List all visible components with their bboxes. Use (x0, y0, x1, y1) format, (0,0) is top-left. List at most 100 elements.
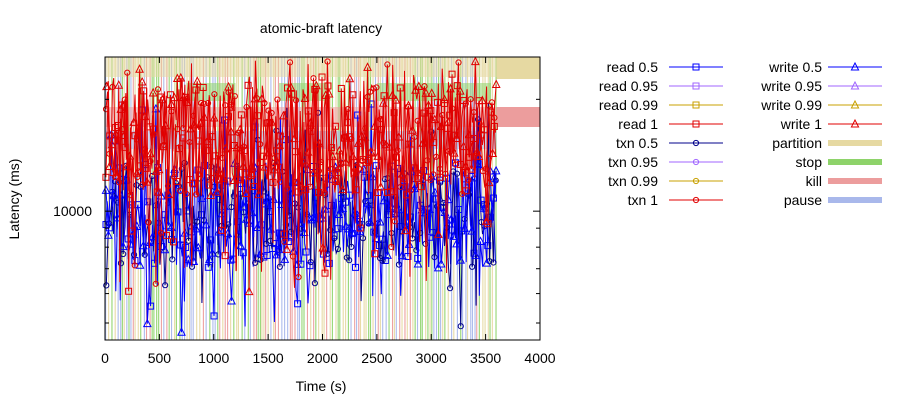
series-point (385, 141, 394, 151)
legend-entry-write-1: write 1 (780, 116, 882, 132)
series-point (263, 251, 271, 259)
series-point (262, 193, 272, 203)
series-point (449, 147, 459, 157)
series-point (118, 241, 128, 251)
series-point (318, 242, 328, 252)
series-point (341, 221, 351, 230)
series-point (307, 258, 314, 266)
series-point (164, 189, 173, 199)
legend-label: read 0.99 (599, 97, 658, 113)
series-point (274, 96, 281, 103)
series-point (272, 249, 281, 259)
series-point (282, 221, 289, 228)
series-point (229, 175, 239, 185)
series-point (199, 83, 207, 91)
series-point (289, 133, 299, 143)
series-point (284, 185, 291, 192)
series-point (310, 75, 317, 82)
series-point (362, 198, 372, 207)
series-point (460, 223, 470, 232)
series-point (235, 124, 245, 134)
series-point (360, 132, 370, 141)
legend-point (692, 196, 700, 204)
series-point (241, 214, 251, 223)
series-point (169, 256, 176, 263)
series-point (147, 302, 155, 310)
series-point (378, 98, 388, 107)
series-point (214, 176, 222, 184)
series-point (145, 237, 155, 246)
series-point (119, 130, 129, 139)
series-point (148, 87, 158, 97)
series-point (334, 245, 341, 253)
series-point (391, 95, 401, 104)
series-point (473, 159, 483, 169)
legend-point (692, 63, 700, 71)
series-point (252, 259, 259, 266)
series-point (124, 69, 131, 76)
series-point (370, 85, 377, 92)
series-point (453, 170, 461, 177)
series-point (430, 171, 437, 178)
series-point (240, 143, 247, 150)
series-point (177, 187, 184, 195)
series-point (162, 231, 170, 239)
series-point (347, 227, 357, 236)
series-point (179, 92, 188, 101)
y-tick-label: 10000 (53, 203, 92, 219)
series-point (109, 83, 116, 91)
legend-entry-read-1: read 1 (618, 116, 723, 132)
legend-point (850, 61, 860, 71)
series-point (158, 94, 167, 104)
series-point (197, 193, 207, 202)
legend-entry-txn-0-99: txn 0.99 (608, 173, 723, 189)
series-point (201, 219, 211, 229)
series-point (348, 243, 355, 250)
series-layer (101, 56, 501, 336)
series-point (452, 161, 459, 168)
series-point (289, 253, 297, 260)
series-point (109, 189, 119, 199)
series-point (161, 120, 170, 130)
series-point (182, 97, 192, 106)
series-point (383, 250, 392, 259)
series-point (381, 139, 391, 149)
x-tick-label: 1500 (253, 350, 284, 366)
series-line (105, 61, 496, 288)
series-point (421, 88, 431, 97)
series-point (373, 84, 380, 91)
series-point (467, 226, 477, 235)
series-point (207, 236, 215, 244)
series-point (300, 93, 310, 103)
series-point (214, 226, 224, 236)
legend: read 0.5 read 0.95 read 0.99 read 1 txn 0.5 t… (599, 59, 882, 208)
series-point (247, 168, 257, 178)
x-tick-label: 2000 (307, 350, 338, 366)
series-point (190, 112, 197, 119)
legend-point (850, 99, 860, 109)
series-point (260, 162, 270, 171)
legend-label: txn 0.5 (616, 135, 658, 151)
series-point (204, 100, 212, 107)
series-point (443, 116, 453, 126)
series-point (256, 248, 265, 258)
series-point (193, 191, 200, 198)
series-point (244, 81, 252, 89)
series-point (440, 94, 449, 104)
series-point (286, 59, 294, 66)
series-point (241, 188, 251, 197)
series-point (218, 173, 228, 182)
x-tick-label: 2500 (361, 350, 392, 366)
series-point (193, 218, 201, 225)
legend-point (692, 82, 700, 90)
y-axis-label: Latency (ms) (6, 159, 22, 240)
series-point (102, 173, 110, 181)
legend-label: kill (806, 173, 822, 189)
legend-entry-txn-1: txn 1 (628, 192, 723, 208)
series-point (145, 218, 152, 226)
legend-label: write 0.95 (760, 78, 822, 94)
series-point (482, 165, 490, 172)
series-point (125, 150, 135, 160)
series-point (474, 151, 484, 160)
legend-point (692, 120, 700, 128)
